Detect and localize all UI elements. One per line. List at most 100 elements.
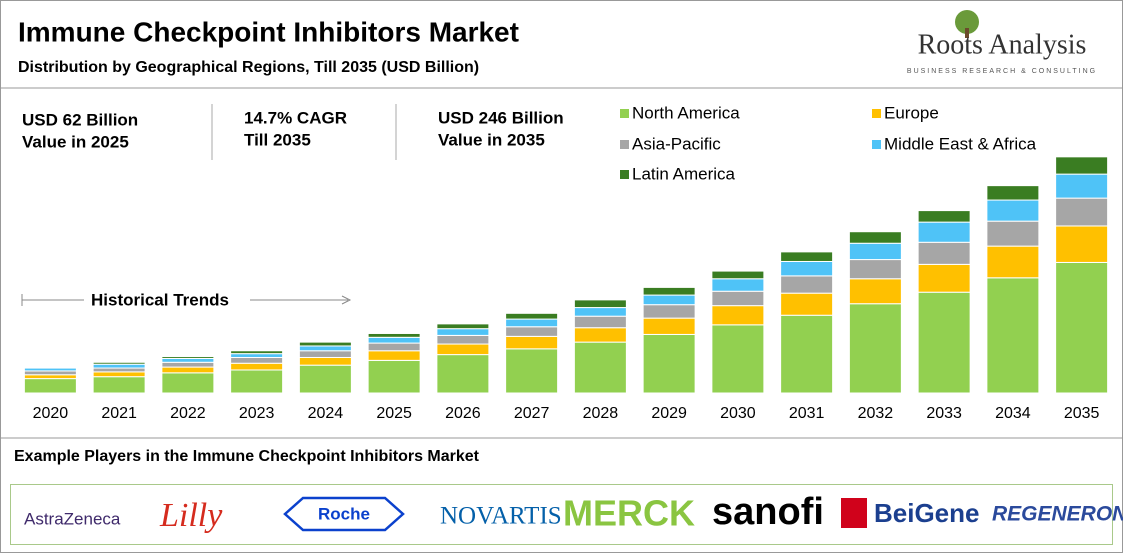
bar-segment bbox=[436, 328, 490, 336]
legend-label: Middle East & Africa bbox=[884, 134, 1037, 153]
company-logo: sanofi bbox=[712, 491, 824, 533]
x-tick-label: 2023 bbox=[239, 405, 275, 422]
bar-segment bbox=[642, 294, 696, 306]
bar-segment bbox=[573, 307, 627, 317]
company-logo: Roche bbox=[318, 504, 370, 523]
stat-line: USD 246 Billion bbox=[438, 108, 564, 127]
bar-segment bbox=[161, 372, 215, 394]
x-tick-label: 2029 bbox=[651, 405, 687, 422]
bar-segment bbox=[92, 371, 146, 378]
bar-segment bbox=[298, 364, 352, 394]
bar-segment bbox=[917, 241, 971, 265]
company-logo: MERCK bbox=[563, 493, 695, 534]
bar-segment bbox=[848, 259, 902, 280]
bar-segment bbox=[573, 341, 627, 394]
bar-segment bbox=[1055, 156, 1109, 175]
bar-segment bbox=[230, 353, 284, 358]
bar-segment bbox=[780, 292, 834, 316]
legend-label: Asia-Pacific bbox=[632, 134, 721, 153]
bar-segment bbox=[436, 354, 490, 394]
bar-segment bbox=[161, 357, 215, 363]
bar-segment bbox=[711, 290, 765, 307]
bar-segment bbox=[780, 314, 834, 394]
legend-label: North America bbox=[632, 103, 740, 122]
players-title: Example Players in the Immune Checkpoint… bbox=[14, 448, 480, 465]
bar-segment bbox=[298, 345, 352, 352]
bar-segment bbox=[642, 333, 696, 394]
x-tick-label: 2028 bbox=[583, 405, 619, 422]
x-tick-label: 2024 bbox=[308, 405, 344, 422]
legend-swatch bbox=[620, 109, 629, 118]
bar-segment bbox=[23, 374, 77, 380]
bar-segment bbox=[780, 275, 834, 294]
x-tick-label: 2021 bbox=[101, 405, 137, 422]
players-box bbox=[10, 484, 1113, 545]
x-tick-label: 2020 bbox=[33, 405, 69, 422]
stats: USD 62 Billion Value in 2025 14.7% CAGR … bbox=[22, 104, 564, 160]
bar-segment bbox=[505, 312, 559, 320]
bar-segment bbox=[161, 366, 215, 374]
annotation: Historical Trends bbox=[21, 290, 352, 309]
bar-segment bbox=[505, 326, 559, 337]
bar-segment bbox=[505, 348, 559, 394]
x-tick-label: 2032 bbox=[858, 405, 894, 422]
bar-segment bbox=[436, 343, 490, 356]
stat-line: 14.7% CAGR bbox=[244, 108, 347, 127]
bar-segment bbox=[1055, 173, 1109, 199]
x-tick-label: 2027 bbox=[514, 405, 550, 422]
bar-segment bbox=[780, 260, 834, 277]
bar-segment bbox=[92, 361, 146, 365]
bar-segment bbox=[848, 303, 902, 394]
x-tick-label: 2022 bbox=[170, 405, 206, 422]
bar-segment bbox=[917, 291, 971, 394]
x-tick-label: 2034 bbox=[995, 405, 1031, 422]
company-logo: AstraZeneca bbox=[24, 509, 121, 528]
bar-segment bbox=[298, 356, 352, 366]
legend-label: Europe bbox=[884, 103, 939, 122]
bar-segment bbox=[367, 336, 421, 344]
bar-segment bbox=[711, 324, 765, 394]
stat-line: USD 62 Billion bbox=[22, 110, 138, 129]
bar-segment bbox=[642, 286, 696, 296]
x-tick-label: 2025 bbox=[376, 405, 412, 422]
bar-segment bbox=[230, 356, 284, 364]
roche-hexagon bbox=[283, 496, 405, 532]
bar-segment bbox=[848, 278, 902, 305]
bar-segment bbox=[92, 376, 146, 394]
bar-segment bbox=[1055, 225, 1109, 263]
bar-segment bbox=[161, 361, 215, 368]
bar-segment bbox=[642, 304, 696, 319]
bar-segment bbox=[23, 366, 77, 369]
bar-segment bbox=[505, 318, 559, 328]
bar-segment bbox=[917, 210, 971, 223]
players-logos: AstraZeneca Lilly Roche NOVARTIS MERCK s… bbox=[24, 491, 1123, 534]
bar-segment bbox=[367, 359, 421, 394]
beigene-mark bbox=[841, 498, 867, 528]
bar-segment bbox=[436, 323, 490, 330]
bar-segment bbox=[848, 231, 902, 244]
bar-segment bbox=[92, 363, 146, 369]
bar-segment bbox=[367, 342, 421, 352]
bar-segment bbox=[986, 185, 1040, 201]
logo-tree bbox=[955, 10, 979, 34]
company-logo: Lilly bbox=[159, 497, 223, 534]
bar-segment bbox=[230, 362, 284, 371]
bar-segment bbox=[986, 220, 1040, 247]
bar-segment bbox=[642, 317, 696, 335]
bar-segment bbox=[1055, 197, 1109, 227]
bar-segment bbox=[917, 263, 971, 293]
stat-line: Till 2035 bbox=[244, 130, 311, 149]
brand-logo: Roots Analysis BUSINESS RESEARCH & CONSU… bbox=[907, 10, 1097, 75]
bar-segment bbox=[573, 299, 627, 309]
company-logo: NOVARTIS bbox=[440, 503, 562, 530]
stat-line: Value in 2025 bbox=[22, 132, 129, 151]
brand-name: Roots Analysis bbox=[918, 29, 1087, 60]
chart-subtitle: Distribution by Geographical Regions, Ti… bbox=[18, 59, 479, 76]
company-logo: REGENERON bbox=[992, 503, 1123, 526]
brand-tagline: BUSINESS RESEARCH & CONSULTING bbox=[907, 68, 1097, 75]
bar-segment bbox=[711, 270, 765, 280]
bar-segment bbox=[780, 251, 834, 262]
bar-segment bbox=[92, 367, 146, 373]
